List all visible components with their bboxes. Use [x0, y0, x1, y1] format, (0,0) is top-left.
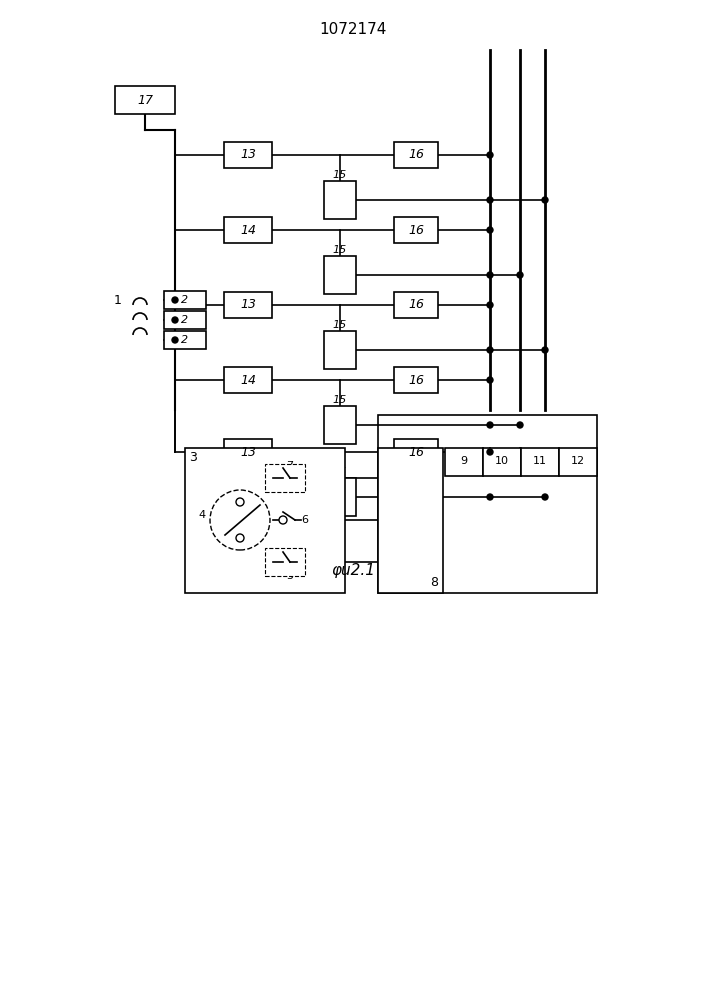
Circle shape [542, 347, 548, 353]
Circle shape [236, 534, 244, 542]
Text: 14: 14 [240, 224, 256, 236]
Bar [394, 439, 438, 465]
Bar [324, 406, 356, 444]
Text: 1072174: 1072174 [320, 22, 387, 37]
Text: 16: 16 [408, 148, 424, 161]
Circle shape [236, 498, 244, 506]
Bar [324, 256, 356, 294]
Text: 13: 13 [240, 148, 256, 161]
Bar [521, 448, 559, 476]
Circle shape [172, 337, 178, 343]
Bar [224, 217, 272, 243]
Circle shape [487, 227, 493, 233]
Text: 9: 9 [460, 456, 467, 466]
Circle shape [487, 494, 493, 500]
Text: 2: 2 [182, 335, 189, 345]
Bar [324, 478, 356, 516]
Text: 3: 3 [189, 451, 197, 464]
FancyBboxPatch shape [265, 464, 305, 492]
Text: 16: 16 [408, 298, 424, 312]
Circle shape [210, 490, 270, 550]
Bar [224, 367, 272, 393]
Text: 17: 17 [137, 94, 153, 106]
Text: 14: 14 [240, 373, 256, 386]
Text: 2: 2 [182, 315, 189, 325]
Bar [224, 142, 272, 168]
Circle shape [542, 494, 548, 500]
Circle shape [487, 347, 493, 353]
Bar [394, 142, 438, 168]
Bar [224, 439, 272, 465]
Bar [115, 86, 175, 114]
Bar [324, 181, 356, 219]
Text: 13: 13 [240, 298, 256, 312]
Circle shape [487, 272, 493, 278]
Bar [394, 217, 438, 243]
Text: φu2.1: φu2.1 [331, 562, 375, 578]
Bar [164, 291, 206, 309]
Circle shape [487, 152, 493, 158]
Text: 16: 16 [408, 224, 424, 236]
Bar [445, 448, 483, 476]
Bar [378, 414, 597, 592]
Text: 1: 1 [114, 294, 122, 306]
Circle shape [517, 422, 523, 428]
Bar [164, 311, 206, 329]
Bar [185, 448, 345, 592]
Bar [224, 292, 272, 318]
Circle shape [487, 197, 493, 203]
Bar [483, 448, 521, 476]
Circle shape [487, 302, 493, 308]
Text: 16: 16 [408, 373, 424, 386]
Circle shape [172, 297, 178, 303]
Circle shape [487, 377, 493, 383]
Text: 8: 8 [431, 576, 438, 589]
Circle shape [172, 317, 178, 323]
Text: 13: 13 [240, 446, 256, 458]
Text: 15: 15 [333, 320, 347, 330]
Bar [164, 331, 206, 349]
Bar [394, 292, 438, 318]
Bar [324, 331, 356, 369]
Text: 12: 12 [571, 456, 585, 466]
Circle shape [279, 516, 287, 524]
FancyBboxPatch shape [265, 548, 305, 576]
Circle shape [542, 197, 548, 203]
Circle shape [487, 422, 493, 428]
Text: 4: 4 [199, 510, 206, 520]
Text: 2: 2 [182, 295, 189, 305]
Text: 15: 15 [333, 245, 347, 255]
Text: 15: 15 [333, 395, 347, 405]
Text: 16: 16 [408, 446, 424, 458]
Bar [559, 448, 597, 476]
Text: 15: 15 [333, 170, 347, 180]
Text: 11: 11 [533, 456, 547, 466]
Text: 15: 15 [333, 467, 347, 477]
Text: 7: 7 [286, 461, 293, 471]
Bar [378, 448, 443, 592]
Bar [394, 367, 438, 393]
Text: 10: 10 [495, 456, 509, 466]
Text: 5: 5 [286, 571, 293, 581]
Circle shape [487, 449, 493, 455]
Text: 6: 6 [301, 515, 308, 525]
Circle shape [517, 272, 523, 278]
